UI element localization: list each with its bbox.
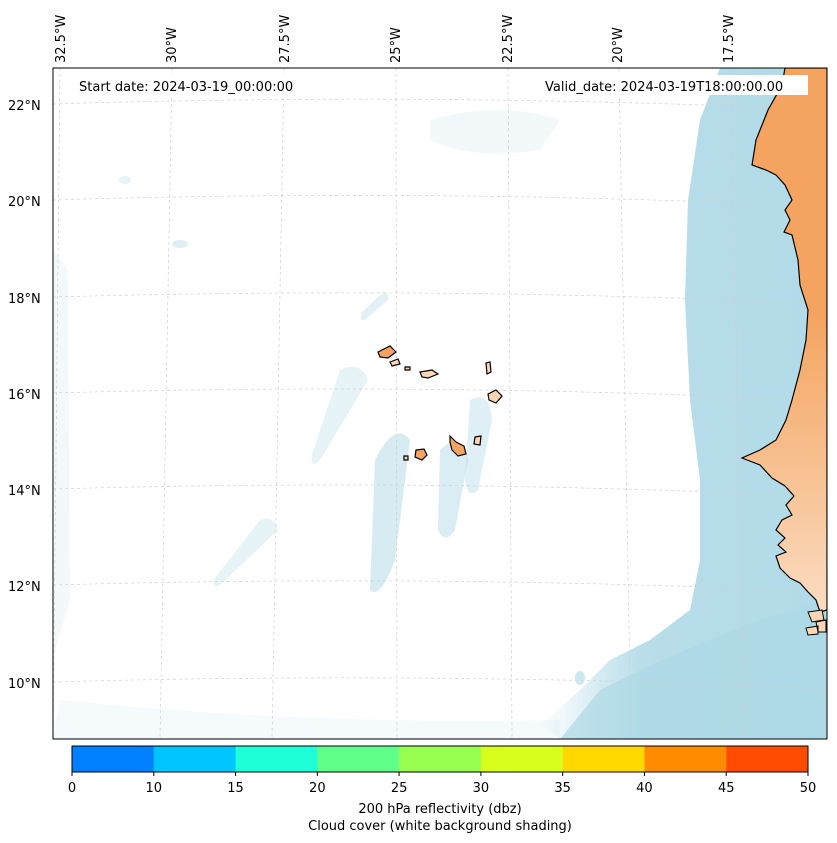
colorbar-label: 200 hPa reflectivity (dbz): [358, 802, 521, 817]
cloud-wisp-4: [311, 366, 368, 464]
island-santo-antao: [377, 345, 397, 359]
colorbar-segment: [562, 746, 645, 772]
island-fogo: [414, 448, 428, 461]
cloud-wisp-6: [360, 293, 389, 321]
lon-label: 22.5°W: [501, 15, 516, 63]
colorbar-tick-label: 10: [146, 781, 163, 796]
lon-label: 27.5°W: [278, 15, 293, 63]
colorbar-segment: [399, 746, 482, 772]
bijagos-islands: [805, 609, 827, 636]
cloud-wisp-1: [370, 433, 410, 592]
colorbar: 0 10 15 20 25 30 35 40 45 50: [68, 745, 817, 796]
colorbar-segment: [317, 746, 400, 772]
island-sao-vicente: [389, 358, 401, 367]
lon-label: 30°W: [165, 27, 180, 63]
longitude-labels: 32.5°W 30°W 27.5°W 25°W 22.5°W 20°W 17.5…: [54, 15, 737, 63]
colorbar-tick-label: 15: [227, 781, 244, 796]
cloud-speck-3: [575, 671, 585, 685]
lat-label: 16°N: [8, 388, 41, 403]
colorbar-segment: [72, 746, 155, 772]
colorbar-tick-label: 30: [473, 781, 490, 796]
colorbar-tick-label: 25: [391, 781, 408, 796]
island-santa-luzia: [404, 366, 411, 371]
island-sao-nicolau: [419, 369, 440, 379]
lat-label: 20°N: [8, 195, 41, 210]
island-maio: [473, 435, 482, 446]
colorbar-segment: [235, 746, 318, 772]
lon-label: 20°W: [611, 27, 626, 63]
start-date-box: [70, 75, 312, 95]
lat-label: 22°N: [8, 99, 41, 114]
colorbar-tick-label: 0: [68, 781, 76, 796]
colorbar-segment: [726, 746, 809, 772]
lon-label: 17.5°W: [722, 15, 737, 63]
cloud-wisp-3: [465, 397, 492, 494]
cloud-patch-south: [560, 600, 827, 739]
cloud-wisp-5: [214, 518, 278, 587]
colorbar-tick-label: 20: [309, 781, 326, 796]
lon-label: 25°W: [389, 27, 404, 63]
colorbar-border: [71, 745, 809, 773]
valid-date-box: [538, 75, 808, 95]
lat-label: 10°N: [8, 677, 41, 692]
valid-date-text: Valid_date: 2024-03-19T18:00:00.00: [545, 80, 783, 95]
colorbar-tick-label: 35: [554, 781, 571, 796]
cloud-band-east: [540, 68, 827, 739]
cloud-speck-2: [119, 176, 131, 184]
colorbar-sublabel: Cloud cover (white background shading): [308, 819, 572, 834]
island-boa-vista: [487, 389, 503, 404]
lat-label: 14°N: [8, 484, 41, 499]
graticule: [53, 68, 827, 739]
cloud-wisp-7: [430, 110, 560, 154]
cloud-speck-1: [172, 240, 188, 248]
cloud-west-strip: [53, 250, 70, 650]
lat-label: 18°N: [8, 292, 41, 307]
island-santiago: [449, 434, 467, 457]
colorbar-tick-label: 40: [636, 781, 653, 796]
colorbar-segment: [153, 746, 237, 772]
island-brava: [403, 455, 409, 461]
colorbar-segment: [480, 746, 564, 772]
start-date-text: Start date: 2024-03-19_00:00:00: [79, 80, 293, 95]
lat-label: 12°N: [8, 580, 41, 595]
map-area: [53, 68, 827, 739]
cloud-bottom-strip: [53, 700, 560, 739]
colorbar-segment: [644, 746, 727, 772]
lon-label: 32.5°W: [54, 15, 69, 63]
cape-verde-islands: [377, 345, 503, 461]
map-frame: [52, 67, 828, 740]
cloud-wisp-2: [438, 442, 468, 538]
cloud-cover-shading: [53, 68, 827, 739]
colorbar-tick-label: 45: [718, 781, 735, 796]
colorbar-tick-label: 50: [800, 781, 817, 796]
latitude-labels: 22°N 20°N 18°N 16°N 14°N 12°N 10°N: [8, 99, 41, 692]
west-africa-land: [740, 68, 827, 613]
island-sal: [485, 361, 492, 375]
